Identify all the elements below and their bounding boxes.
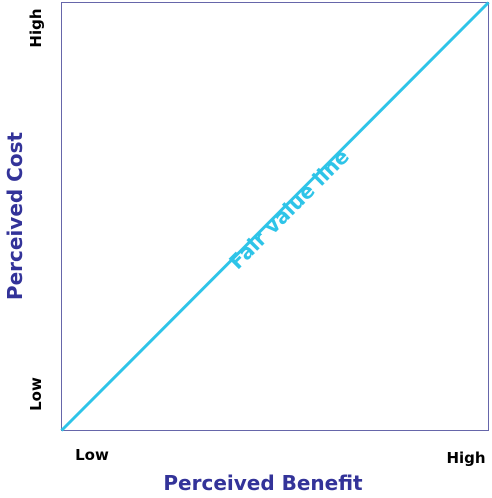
x-axis-title: Perceived Benefit <box>163 471 363 495</box>
x-high-label: High <box>446 449 485 467</box>
y-axis-title: Perceived Cost <box>3 131 27 300</box>
x-low-label: Low <box>75 446 109 464</box>
y-high-label: High <box>27 8 45 47</box>
y-low-label: Low <box>27 377 45 411</box>
line-label: Fair value line <box>224 144 354 274</box>
plot-frame <box>61 2 489 431</box>
fair-value-line <box>60 1 490 432</box>
